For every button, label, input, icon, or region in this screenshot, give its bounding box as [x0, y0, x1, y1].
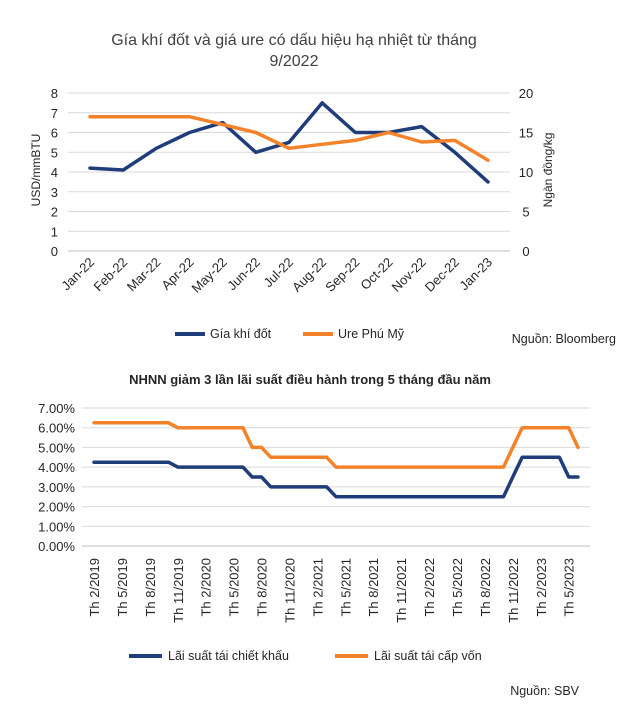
chart2-x-tick-label: Th 2/2019 [87, 558, 102, 617]
chart2-x-tick-label: Th 5/2020 [227, 558, 242, 617]
chart2-gridlines [82, 407, 590, 547]
chart2-x-axis-ticks: Th 2/2019 Th 5/2019 Th 8/2019 Th 11/2019 Th … [87, 558, 577, 623]
chart2-title: NHNN giảm 3 lần lãi suất điều hành trong… [129, 372, 491, 387]
chart1-left-tick-label: 8 [51, 86, 58, 101]
chart1-left-tick-label: 5 [51, 145, 58, 160]
chart2-legend: Lãi suất tái chiết khấu Lãi suất tái cấp… [129, 649, 482, 663]
chart2-y-tick-label: 5.00% [38, 440, 75, 455]
chart2-x-tick-label: Th 11/2019 [171, 558, 186, 623]
chart2-y-axis-ticks: 0.00% 1.00% 2.00% 3.00% 4.00% 5.00% 6.00% 7.00% [38, 401, 75, 554]
chart1-ylabel-right: Ngàn đồng/kg [541, 133, 555, 208]
chart2-line-discount-rate [92, 455, 580, 499]
legend-label-refinancing-rate: Lãi suất tái cấp vốn [374, 649, 482, 663]
chart1-title-line1: Gía khí đốt và giá ure có dấu hiệu hạ nh… [111, 32, 477, 49]
chart2-x-tick-label: Th 2/2022 [422, 558, 437, 617]
chart1-left-tick-label: 0 [51, 244, 58, 259]
chart1-line-urea-price [88, 114, 490, 162]
chart1-right-tick-label: 10 [519, 165, 533, 180]
chart2-x-tick-label: Th 8/2020 [255, 558, 270, 617]
chart1-x-tick-label: Feb-22 [91, 255, 131, 295]
chart2-x-tick-label: Th 5/2021 [338, 558, 353, 617]
chart2-y-tick-label: 7.00% [38, 401, 75, 416]
chart2-x-tick-label: Th 5/2019 [115, 558, 130, 617]
chart1-line-gas-price [88, 101, 490, 184]
chart2-x-tick-label: Th 11/2020 [282, 558, 297, 623]
chart2-x-tick-label: Th 8/2022 [478, 558, 493, 617]
chart1-gridlines [68, 92, 510, 252]
chart1-left-tick-label: 7 [51, 106, 58, 121]
chart2-line-refinancing-rate [92, 421, 580, 469]
chart2-x-tick-label: Th 5/2023 [562, 558, 577, 617]
chart1-x-tick-label: Oct-22 [357, 255, 395, 293]
chart1-left-tick-label: 3 [51, 185, 58, 200]
chart1-x-tick-label: May-22 [189, 255, 230, 296]
chart2-series-lines [92, 421, 580, 499]
legend-label-discount-rate: Lãi suất tái chiết khấu [168, 649, 289, 663]
chart2-x-tick-label: Th 2/2021 [310, 558, 325, 617]
chart1-x-tick-label: Sep-22 [322, 255, 362, 295]
chart1-left-tick-label: 2 [51, 205, 58, 220]
legend-label-urea: Ure Phú Mỹ [338, 327, 405, 341]
chart1-right-tick-label: 15 [519, 126, 533, 141]
legend-label-gas: Gía khí đốt [210, 327, 272, 341]
chart-policy-rates: NHNN giảm 3 lần lãi suất điều hành trong… [38, 372, 590, 698]
chart1-x-tick-label: Jan-23 [456, 255, 495, 294]
chart2-x-tick-label: Th 2/2023 [534, 558, 549, 617]
chart2-y-tick-label: 3.00% [38, 480, 75, 495]
chart2-x-tick-label: Th 2/2020 [199, 558, 214, 617]
chart2-y-tick-label: 6.00% [38, 421, 75, 436]
chart1-right-tick-label: 20 [519, 86, 533, 101]
chart2-x-tick-label: Th 8/2019 [143, 558, 158, 617]
chart1-x-tick-label: Nov-22 [389, 255, 429, 295]
chart1-left-tick-label: 1 [51, 224, 58, 239]
chart2-x-tick-label: Th 5/2022 [450, 558, 465, 617]
chart1-right-tick-label: 5 [522, 205, 529, 220]
chart1-title-line2: 9/2022 [270, 53, 319, 70]
chart1-left-axis-ticks: 0 1 2 3 4 5 6 7 8 [51, 86, 58, 259]
chart1-left-tick-label: 4 [51, 165, 58, 180]
chart1-x-tick-label: Mar-22 [124, 255, 164, 295]
chart1-left-tick-label: 6 [51, 126, 58, 141]
chart1-x-axis-ticks: Jan-22Feb-22Mar-22Apr-22May-22Jun-22Jul-… [58, 255, 495, 296]
chart1-ylabel-left: USD/mmBTU [29, 134, 43, 207]
chart2-source: Nguồn: SBV [510, 684, 579, 698]
chart2-y-tick-label: 4.00% [38, 460, 75, 475]
chart-gas-urea: Gía khí đốt và giá ure có dấu hiệu hạ nh… [29, 32, 616, 346]
chart1-x-tick-label: Jun-22 [224, 255, 263, 294]
chart2-x-tick-label: Th 11/2022 [506, 558, 521, 623]
chart1-legend: Gía khí đốt Ure Phú Mỹ [175, 327, 405, 341]
chart2-y-tick-label: 0.00% [38, 539, 75, 554]
chart1-x-tick-label: Jan-22 [58, 255, 97, 294]
chart1-right-axis-ticks: 0 5 10 15 20 [519, 86, 533, 259]
chart2-y-tick-label: 1.00% [38, 519, 75, 534]
chart1-x-tick-label: Dec-22 [422, 255, 462, 295]
chart2-x-tick-label: Th 11/2021 [394, 558, 409, 623]
chart1-source: Nguồn: Bloomberg [512, 332, 616, 346]
chart2-y-tick-label: 2.00% [38, 500, 75, 515]
chart1-right-tick-label: 0 [522, 244, 529, 259]
chart1-x-tick-label: Aug-22 [289, 255, 329, 295]
chart2-x-tick-label: Th 8/2021 [366, 558, 381, 617]
chart1-series-lines [88, 101, 490, 184]
